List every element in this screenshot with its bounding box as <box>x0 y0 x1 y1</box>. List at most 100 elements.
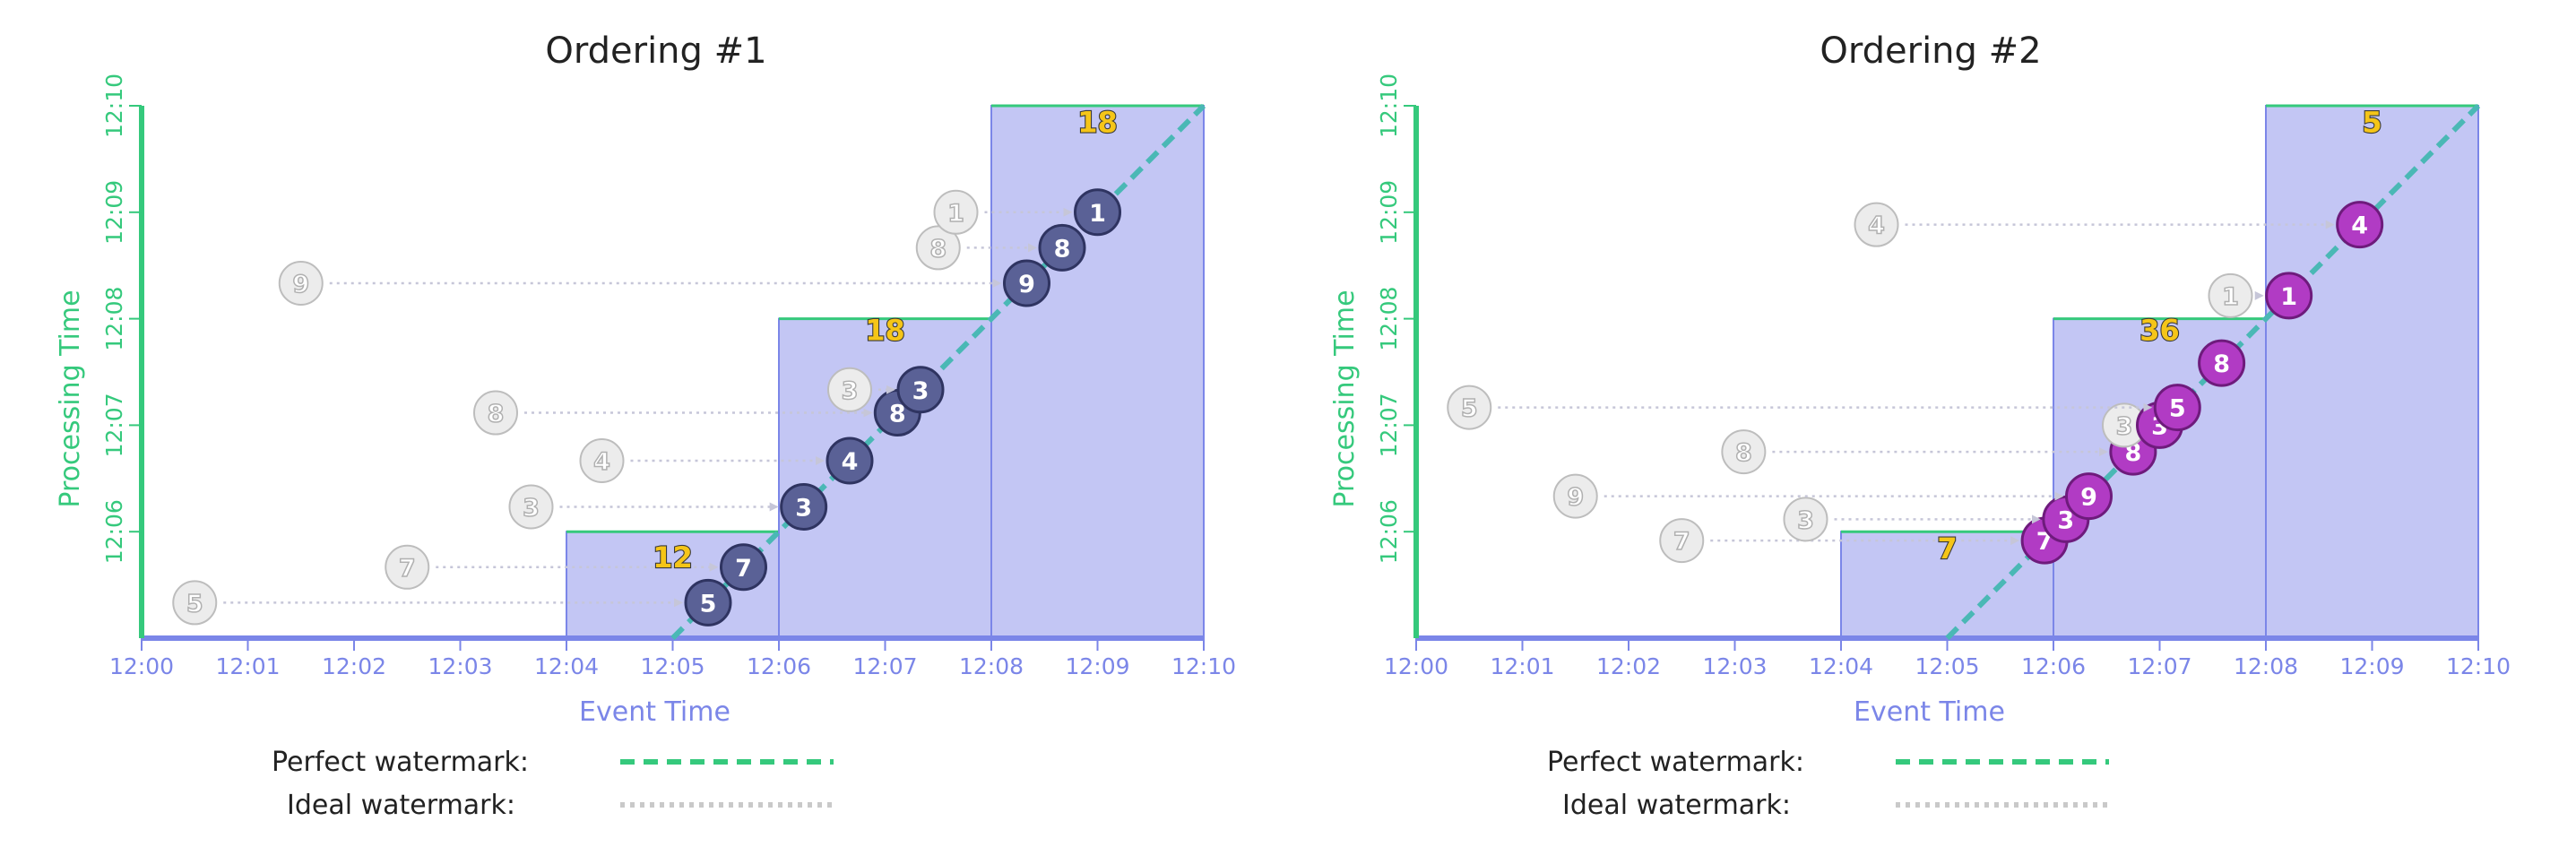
ghost-event-value: 5 <box>186 590 203 618</box>
ghost-event-circle <box>1854 202 1899 247</box>
event-dot <box>2153 384 2201 432</box>
chart-ordering-1: Ordering #1 12:00 12:01 12:02 12:03 12:04 12:0… <box>55 30 1236 728</box>
y-tick-label: 12:08 <box>101 287 127 351</box>
ghost-event-circle <box>1783 497 1828 542</box>
y-tick-label: 12:10 <box>101 73 127 138</box>
ghost-event-circle <box>933 189 979 235</box>
event-dot-value: 8 <box>1054 235 1071 263</box>
x-axis-label: Event Time <box>1854 696 2005 728</box>
perfect-watermark-line <box>670 103 1206 641</box>
ghost-event-value: 1 <box>2222 283 2239 311</box>
ghost-event-value: 9 <box>292 271 309 298</box>
x-tick-label: 12:03 <box>1702 653 1767 679</box>
legend-perfect-label: Perfect watermark: <box>1547 747 1804 778</box>
x-tick-label: 12:09 <box>2339 653 2404 679</box>
event-dot <box>780 482 828 531</box>
event-dot-value: 1 <box>2280 283 2297 311</box>
ghost-event-value: 3 <box>842 377 859 405</box>
x-tick-label: 12:00 <box>1384 653 1448 679</box>
chart-ordering-2: Ordering #2 12:00 12:01 12:02 12:03 12:04 12:0… <box>1329 30 2511 728</box>
x-tick-label: 12:08 <box>2234 653 2298 679</box>
event-dot-value: 3 <box>795 494 812 522</box>
ghost-event-circle <box>1659 518 1705 564</box>
x-tick-label: 12:00 <box>109 653 174 679</box>
event-dot-value: 1 <box>1089 200 1106 228</box>
chart-title: Ordering #1 <box>545 30 766 72</box>
event-dot <box>826 436 874 485</box>
x-tick-label: 12:10 <box>1171 653 1236 679</box>
ghost-event-circle <box>473 390 518 436</box>
y-tick-label: 12:09 <box>101 180 127 245</box>
ghost-event-circle <box>827 367 872 412</box>
ghost-event-circle <box>278 261 324 306</box>
event-dot-value: 7 <box>735 555 752 583</box>
ghost-event-value: 3 <box>523 494 540 522</box>
ghost-event-value: 8 <box>488 401 505 428</box>
event-dot-value: 3 <box>912 377 929 405</box>
x-tick-label: 12:02 <box>322 653 386 679</box>
x-tick-label: 12:05 <box>1915 653 1979 679</box>
y-tick-label: 12:07 <box>1376 393 1402 457</box>
event-dot-value: 9 <box>1018 271 1035 298</box>
ghost-event-circle <box>2208 272 2253 318</box>
y-tick-label: 12:08 <box>1376 287 1402 351</box>
legend-perfect-label: Perfect watermark: <box>272 747 529 778</box>
legend-ordering-2: Perfect watermark: Ideal watermark: <box>1547 747 2109 821</box>
pane-sum-label: 36 <box>2139 313 2180 347</box>
window-pane <box>2265 105 2479 639</box>
event-dot <box>2065 472 2113 521</box>
x-tick-label: 12:02 <box>1596 653 1661 679</box>
ghost-event-value: 7 <box>1673 528 1690 556</box>
ghost-event-value: 7 <box>399 555 416 583</box>
ghost-event-circle <box>385 544 430 590</box>
pane-sum-label: 5 <box>2362 106 2382 140</box>
event-dot-value: 4 <box>842 448 859 476</box>
ghost-event-value: 4 <box>1868 212 1885 240</box>
pane-sum-label: 7 <box>1937 532 1957 566</box>
ghost-event-circle <box>915 225 961 271</box>
legend-ideal-label: Ideal watermark: <box>1562 790 1791 821</box>
y-tick-label: 12:06 <box>101 499 127 564</box>
x-tick-label: 12:01 <box>1490 653 1554 679</box>
y-axis-label: Processing Time <box>55 290 86 507</box>
event-dot-value: 5 <box>2169 395 2186 423</box>
event-dot <box>720 543 767 592</box>
ghost-event-value: 3 <box>1797 506 1814 534</box>
window-pane <box>990 105 1205 639</box>
event-dot <box>1038 223 1086 272</box>
legend-ordering-1: Perfect watermark: Ideal watermark: <box>272 747 834 821</box>
ghost-event-circle <box>508 484 554 530</box>
ghost-event-value: 5 <box>1461 395 1478 423</box>
ghost-event-circle <box>1552 473 1598 519</box>
x-tick-label: 12:03 <box>428 653 492 679</box>
ghost-event-circle <box>172 580 218 626</box>
ghost-event-value: 8 <box>1735 439 1752 467</box>
x-tick-label: 12:04 <box>534 653 599 679</box>
x-tick-label: 12:09 <box>1065 653 1129 679</box>
x-tick-label: 12:06 <box>2021 653 2086 679</box>
pane-sum-label: 18 <box>1077 106 1118 140</box>
event-dot <box>2198 339 2246 387</box>
x-tick-label: 12:10 <box>2446 653 2511 679</box>
event-dot <box>1074 188 1121 237</box>
x-axis-label: Event Time <box>579 696 730 728</box>
x-tick-label: 12:07 <box>852 653 917 679</box>
x-tick-label: 12:08 <box>959 653 1024 679</box>
y-tick-label: 12:06 <box>1376 499 1402 564</box>
x-tick-label: 12:05 <box>640 653 705 679</box>
x-tick-label: 12:04 <box>1809 653 1873 679</box>
ghost-event-circle <box>579 438 625 483</box>
event-dot <box>896 366 945 414</box>
ghost-event-circle <box>1721 429 1767 475</box>
y-tick-label: 12:07 <box>101 393 127 457</box>
chart-title: Ordering #2 <box>1820 30 2041 72</box>
x-tick-label: 12:01 <box>215 653 280 679</box>
y-tick-label: 12:10 <box>1376 73 1402 138</box>
event-dot-value: 4 <box>2351 212 2368 240</box>
legend-ideal-label: Ideal watermark: <box>287 790 515 821</box>
event-dot-value: 5 <box>700 590 717 618</box>
window-pane <box>1840 531 2054 640</box>
ghost-event-value: 4 <box>593 448 610 476</box>
pane-sum-label: 12 <box>653 540 693 575</box>
ghost-event-value: 1 <box>947 200 964 228</box>
